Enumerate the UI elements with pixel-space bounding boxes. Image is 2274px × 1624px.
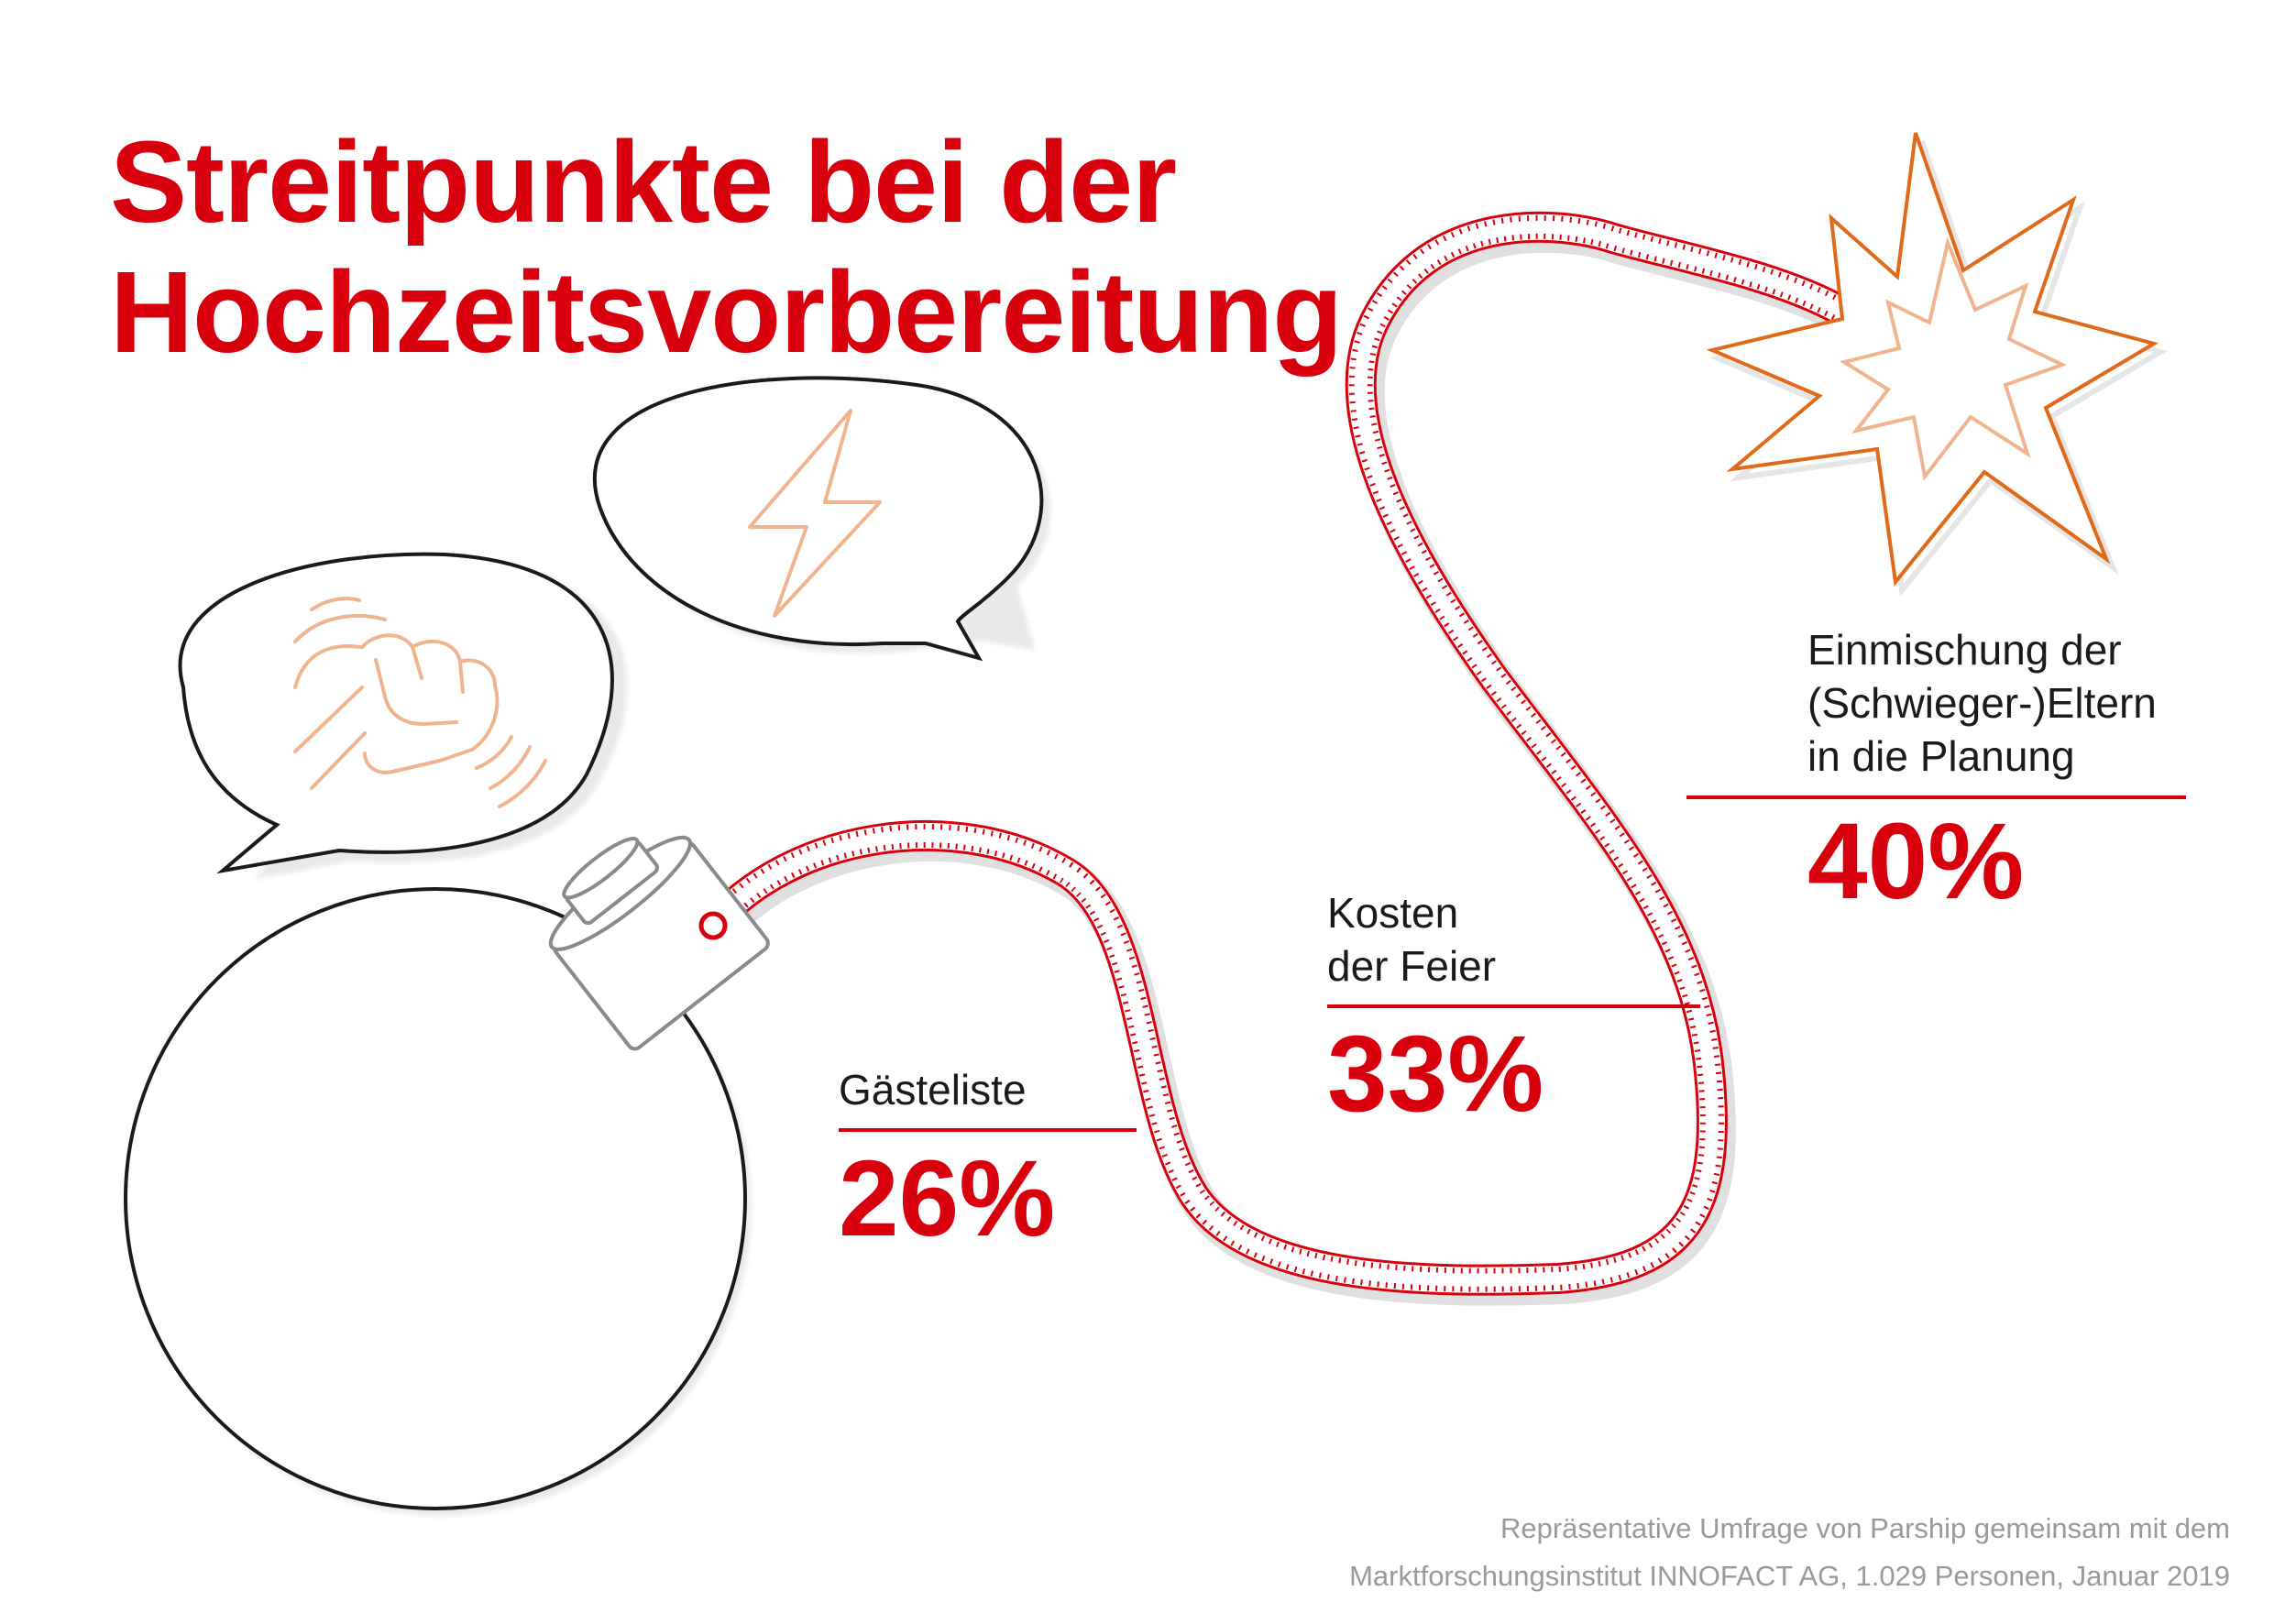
value-rule-einmischung xyxy=(1686,796,2186,799)
category-label-line: in die Planung xyxy=(1807,732,2075,780)
source-line-2: Marktforschungsinstitut INNOFACT AG, 1.0… xyxy=(1349,1560,2230,1592)
category-label-kosten: Kosten der Feier xyxy=(1327,886,1496,993)
category-label-gaesteliste: Gästeliste xyxy=(839,1063,1027,1116)
fuse-icon xyxy=(695,211,1866,1306)
category-label-line: der Feier xyxy=(1327,942,1497,990)
value-rule-gaesteliste xyxy=(839,1128,1137,1132)
category-label-line: Gästeliste xyxy=(839,1066,1027,1114)
speech-bubble-lightning-icon xyxy=(592,376,1044,662)
value-label-einmischung: 40% xyxy=(1807,801,2025,922)
fist-icon xyxy=(293,597,547,808)
source-note: Repräsentative Umfrage von Parship gemei… xyxy=(1349,1505,2230,1600)
category-label-line: Einmischung der xyxy=(1807,626,2122,674)
bomb-icon xyxy=(124,835,770,1510)
source-line-1: Repräsentative Umfrage von Parship gemei… xyxy=(1500,1512,2230,1544)
category-label-line: Kosten xyxy=(1327,889,1459,937)
lightning-icon xyxy=(748,409,882,618)
chart-title-line-2: Hochzeitsvorbereitung xyxy=(110,247,1343,377)
value-rule-kosten xyxy=(1327,1004,1700,1008)
chart-title-line-1: Streitpunkte bei der xyxy=(110,117,1177,247)
category-label-einmischung: Einmischung der (Schwieger-)Eltern in di… xyxy=(1807,623,2157,783)
explosion-icon xyxy=(1706,132,2168,598)
chart-title: Streitpunkte bei der Hochzeitsvorbereitu… xyxy=(110,117,1343,378)
speech-bubble-fist-icon xyxy=(178,552,614,874)
value-label-kosten: 33% xyxy=(1327,1014,1544,1135)
value-label-gaesteliste: 26% xyxy=(839,1138,1056,1259)
category-label-line: (Schwieger-)Eltern xyxy=(1807,679,2157,727)
